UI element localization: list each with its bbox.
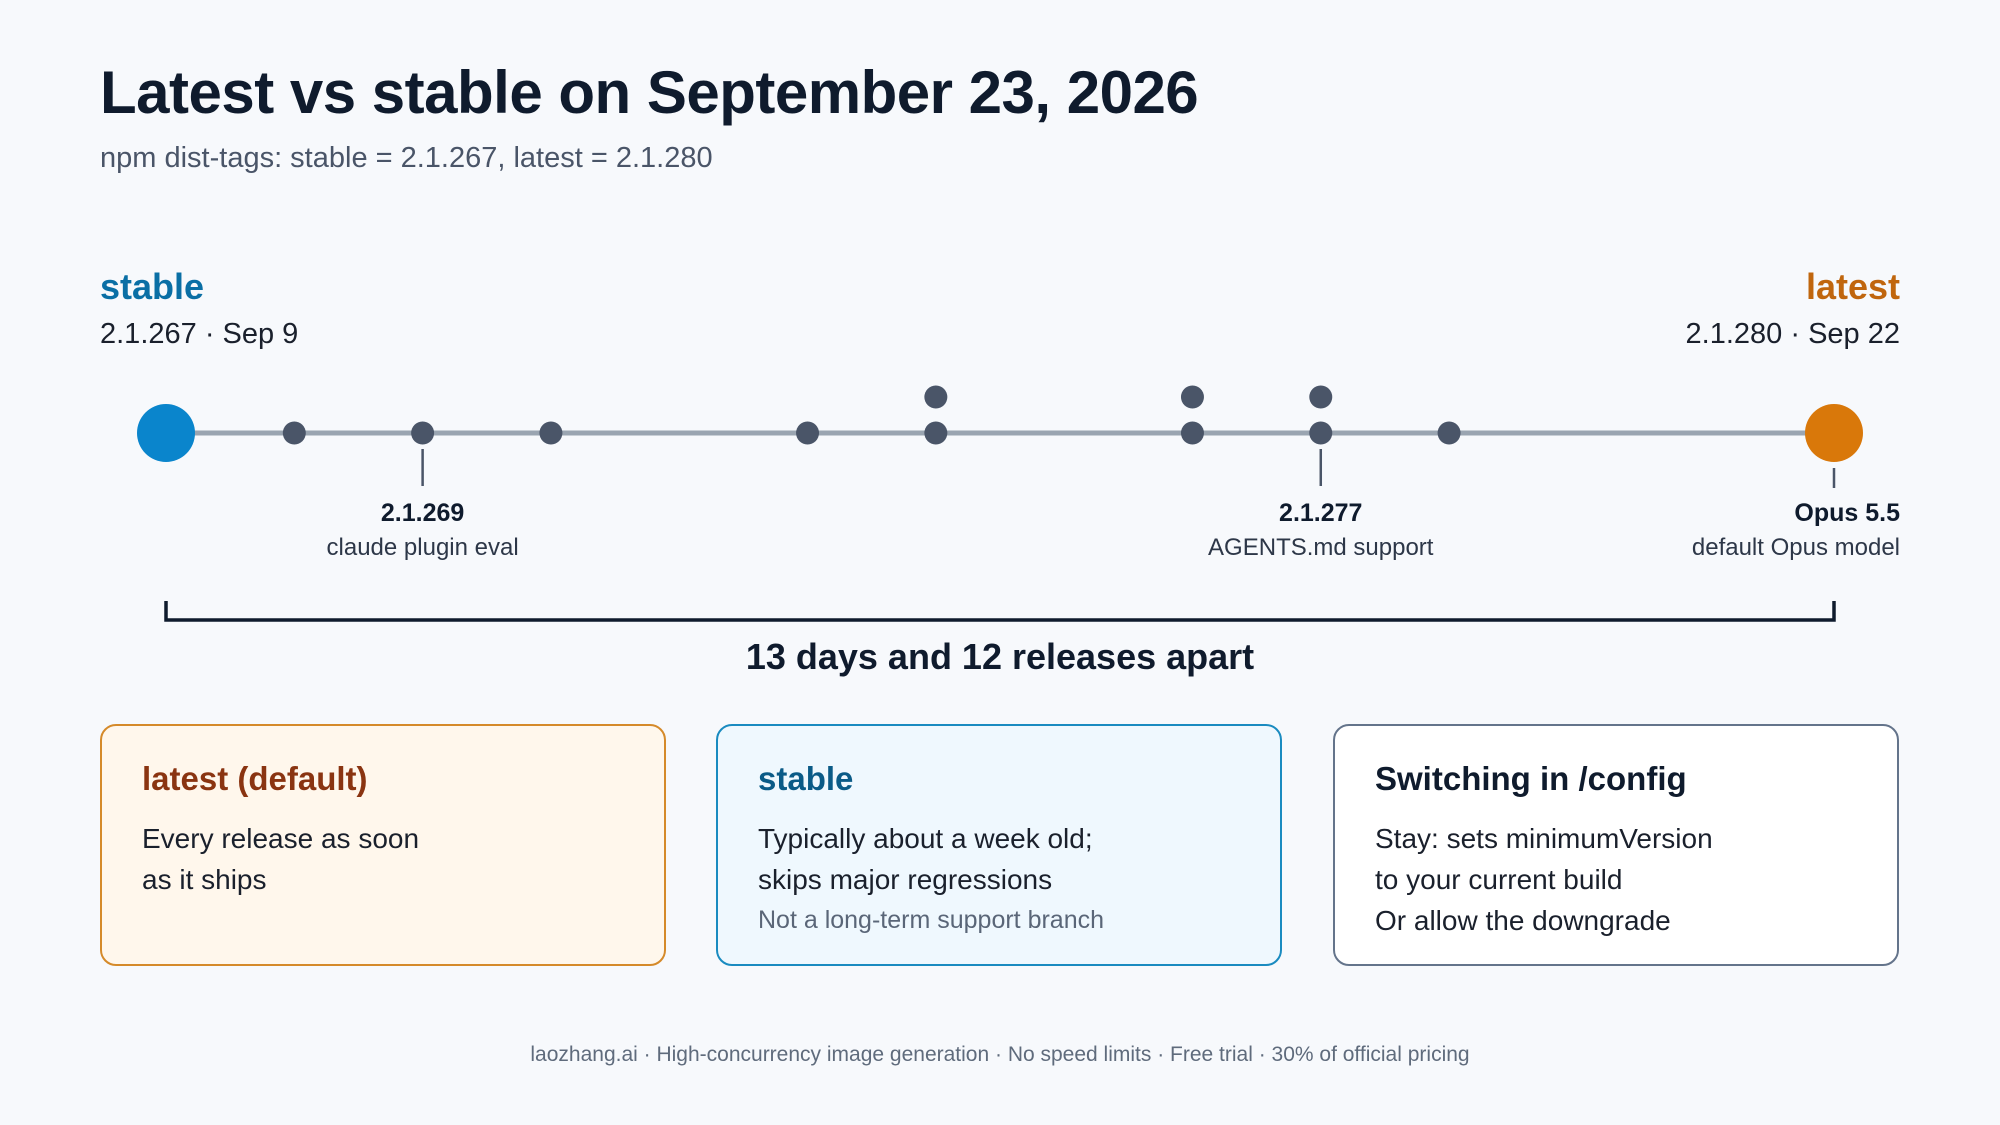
footer-text: laozhang.ai · High-concurrency image gen… [530, 1043, 1470, 1066]
release-dot [796, 421, 820, 445]
stable-tag-label: stable [100, 266, 205, 307]
release-dot [1309, 385, 1333, 409]
stable-tag-version: 2.1.267 · Sep 9 [100, 318, 299, 350]
stable-card-line: Typically about a week old; [758, 823, 1093, 854]
latest-info-card: latest (default) Every release as soon a… [100, 724, 666, 966]
release-dot [924, 385, 948, 409]
stable-endpoint-marker [137, 404, 195, 462]
latest-card-title: latest (default) [142, 760, 368, 797]
latest-tag-label: latest [1805, 266, 1900, 307]
callout-description: default Opus model [1692, 534, 1900, 561]
release-dot [1180, 421, 1204, 445]
callout-description: claude plugin eval [327, 534, 519, 561]
release-dot [1180, 385, 1204, 409]
release-dot [1309, 421, 1333, 445]
latest-tag-version: 2.1.280 · Sep 22 [1685, 318, 1900, 350]
stable-card-note: Not a long-term support branch [758, 906, 1105, 934]
release-timeline: 2.1.269 claude plugin eval 2.1.277 AGENTS.m… [137, 385, 1900, 622]
page-subtitle: npm dist-tags: stable = 2.1.267, latest … [100, 142, 713, 174]
gap-summary: 13 days and 12 releases apart [745, 636, 1255, 677]
stable-card-title: stable [758, 760, 854, 797]
release-dot [1437, 421, 1461, 445]
release-dot [411, 421, 435, 445]
latest-card-line: Every release as soon [142, 823, 420, 854]
config-card-line: to your current build [1375, 864, 1623, 895]
page-title: Latest vs stable on September 23, 2026 [100, 59, 1199, 126]
timeline-callouts: 2.1.269 claude plugin eval 2.1.277 AGENTS.m… [327, 449, 1900, 561]
release-dot [539, 421, 563, 445]
latest-endpoint-marker [1805, 404, 1863, 462]
callout-description: AGENTS.md support [1208, 534, 1434, 561]
release-dot [282, 421, 306, 445]
config-card-title: Switching in /config [1375, 760, 1687, 797]
latest-card-line: as it ships [142, 864, 267, 895]
gap-bracket [164, 601, 1836, 622]
callout-version: Opus 5.5 [1794, 499, 1900, 527]
stable-card-line: skips major regressions [758, 864, 1053, 895]
config-card-line: Stay: sets minimumVersion [1375, 823, 1713, 854]
config-card-line: Or allow the downgrade [1375, 905, 1671, 936]
config-info-card: Switching in /config Stay: sets minimumV… [1333, 724, 1899, 966]
stable-info-card: stable Typically about a week old; skips… [716, 724, 1282, 966]
callout-version: 2.1.277 [1279, 499, 1362, 527]
timeline-releases [282, 385, 1461, 445]
callout-version: 2.1.269 [381, 499, 464, 527]
release-dot [924, 421, 948, 445]
